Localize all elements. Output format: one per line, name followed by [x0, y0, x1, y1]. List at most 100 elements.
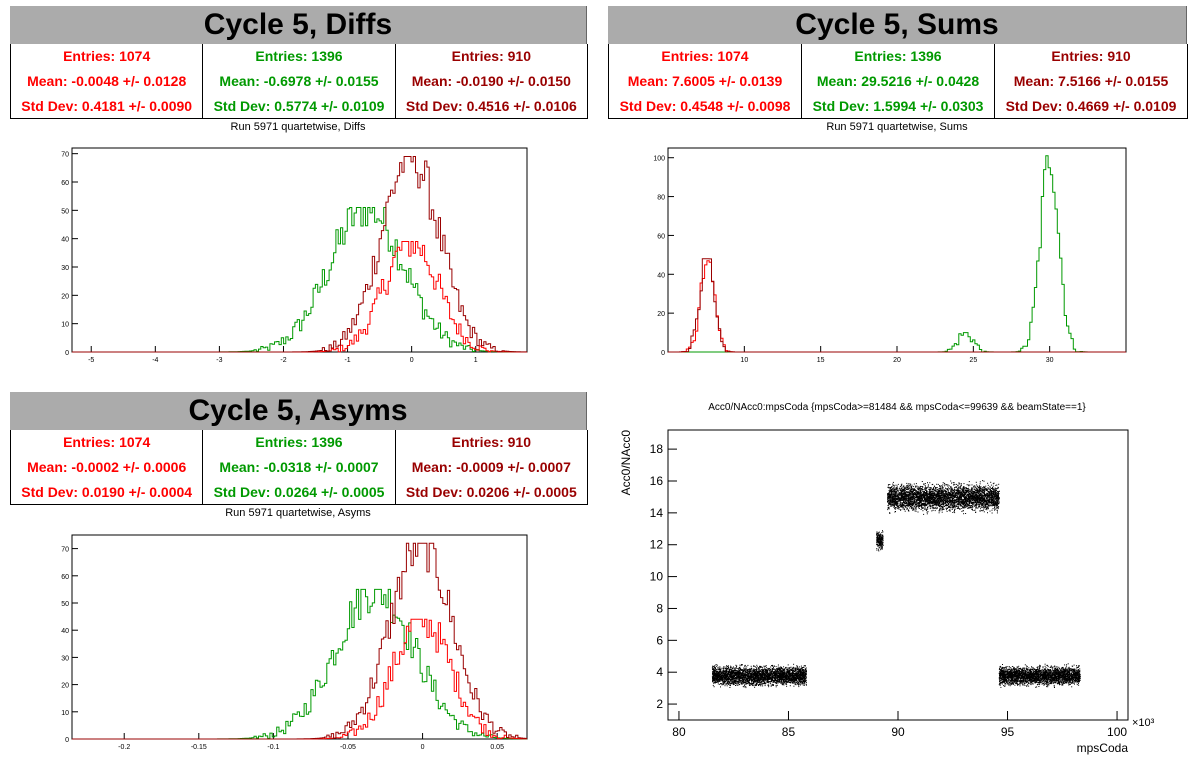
scatter-point	[735, 671, 736, 673]
scatter-point	[882, 539, 884, 540]
scatter-point	[757, 680, 759, 682]
scatter-point	[782, 668, 784, 670]
scatter-point	[878, 538, 880, 540]
scatter-point	[766, 667, 768, 669]
scatter-point	[793, 681, 795, 683]
scatter-point	[947, 499, 949, 501]
scatter-point	[734, 672, 736, 674]
stat-std: Std Dev: 0.5774 +/- 0.0109	[213, 97, 385, 114]
scatter-point	[743, 669, 745, 671]
stat-mean: Mean: 29.5216 +/- 0.0428	[816, 72, 980, 89]
scatter-point	[786, 669, 788, 671]
scatter-point	[930, 495, 932, 497]
scatter-point	[778, 676, 780, 678]
scatter-point	[800, 683, 802, 685]
scatter-point	[996, 489, 997, 491]
scatter-point	[726, 683, 728, 685]
scatter-point	[797, 682, 799, 684]
scatter-point	[752, 674, 754, 676]
scatter-point	[779, 676, 781, 678]
scatter-point	[742, 682, 744, 684]
scatter-point	[781, 667, 783, 669]
scatter-point	[908, 497, 910, 499]
scatter-point	[737, 667, 739, 669]
scatter-point	[786, 673, 788, 674]
scatter-point	[793, 682, 795, 684]
scatter-point	[991, 503, 992, 505]
scatter-point	[799, 675, 801, 677]
scatter-point	[734, 670, 735, 672]
scatter-point	[720, 676, 722, 678]
scatter-point	[796, 665, 798, 667]
scatter-point	[776, 669, 778, 671]
scatter-point	[758, 667, 760, 669]
scatter-point	[798, 670, 800, 672]
scatter-point	[880, 547, 882, 549]
scatter-point	[801, 675, 803, 676]
scatter-point	[736, 676, 738, 678]
scatter-point	[717, 681, 719, 683]
scatter-point	[784, 670, 786, 672]
scatter-point	[776, 684, 778, 686]
scatter-point	[771, 678, 773, 680]
scatter-point	[794, 675, 796, 676]
scatter-point	[796, 681, 798, 683]
scatter-point	[879, 538, 881, 539]
scatter-point	[727, 673, 729, 675]
scatter-point	[719, 670, 721, 672]
scatter-point	[718, 681, 719, 683]
scatter-point	[879, 535, 881, 537]
scatter-point	[925, 504, 927, 505]
scatter-point	[760, 665, 762, 667]
scatter-point	[938, 512, 940, 514]
scatter-point	[714, 681, 716, 683]
scatter-point	[770, 681, 772, 683]
scatter-point	[929, 503, 931, 505]
scatter-point	[769, 677, 770, 679]
scatter-point	[729, 687, 731, 688]
scatter-point	[765, 671, 767, 673]
scatter-point	[963, 497, 965, 498]
x-tick-label: -0.1	[267, 744, 279, 751]
scatter-point	[790, 678, 792, 680]
scatter-point	[738, 670, 740, 672]
scatter-point	[762, 667, 764, 669]
scatter-point	[744, 669, 746, 671]
scatter-point	[738, 672, 739, 674]
scatter-point	[723, 679, 725, 681]
scatter-point	[765, 674, 767, 676]
scatter-point	[794, 673, 796, 675]
scatter-point	[771, 679, 773, 681]
scatter-point	[775, 686, 777, 688]
scatter-point	[794, 682, 796, 684]
scatter-point	[957, 496, 959, 498]
scatter-point	[801, 677, 803, 679]
scatter-point	[798, 681, 800, 683]
scatter-point	[880, 546, 882, 548]
scatter-point	[967, 489, 969, 491]
scatter-point	[805, 677, 807, 679]
scatter-point	[803, 670, 805, 672]
scatter-point	[780, 674, 782, 676]
scatter-point	[792, 668, 794, 670]
scatter-point	[953, 494, 955, 496]
scatter-point	[718, 666, 720, 668]
scatter-point	[778, 679, 780, 681]
y-tick-label: 80	[657, 195, 665, 202]
scatter-point	[951, 502, 953, 504]
scatter-point	[721, 676, 723, 677]
scatter-point	[715, 671, 717, 672]
scatter-point	[798, 671, 800, 673]
scatter-point	[735, 674, 737, 676]
scatter-point	[777, 679, 779, 681]
scatter-point	[741, 677, 743, 679]
scatter-point	[741, 682, 743, 684]
scatter-point	[782, 669, 784, 671]
scatter-point	[787, 677, 789, 679]
scatter-point	[774, 674, 776, 676]
scatter-point	[973, 493, 975, 495]
scatter-point	[741, 683, 743, 685]
scatter-point	[943, 500, 945, 502]
scatter-point	[775, 668, 777, 670]
